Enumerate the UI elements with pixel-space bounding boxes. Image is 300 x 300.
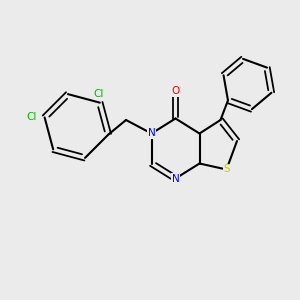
Text: Cl: Cl <box>26 112 36 122</box>
Text: S: S <box>223 164 230 175</box>
Text: N: N <box>148 128 155 139</box>
Text: O: O <box>171 86 180 97</box>
Text: Cl: Cl <box>93 89 104 99</box>
Text: N: N <box>172 173 179 184</box>
